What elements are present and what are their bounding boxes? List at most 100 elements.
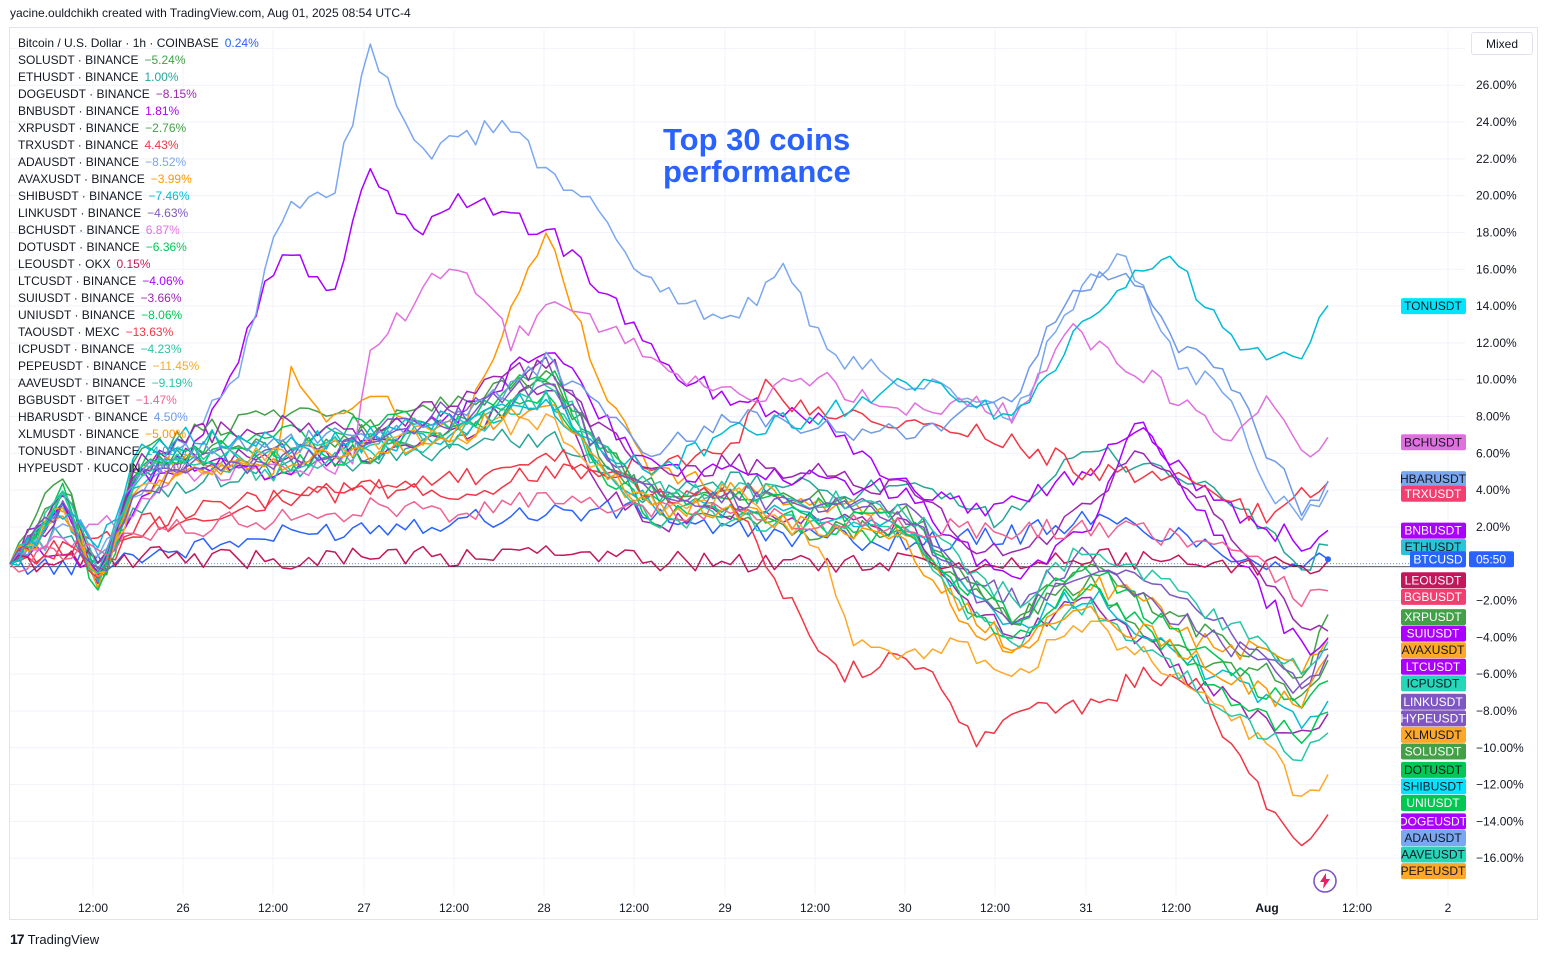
legend-item[interactable]: SUIUSDT · BINANCE −3.66% bbox=[18, 290, 259, 307]
legend-item-value: −13.63% bbox=[125, 325, 174, 339]
legend-item[interactable]: HBARUSDT · BINANCE 4.50% bbox=[18, 409, 259, 426]
legend-item-name: XRPUSDT · BINANCE bbox=[18, 121, 140, 135]
series-badge: ICPUSDT bbox=[1401, 675, 1466, 692]
legend-item[interactable]: LEOUSDT · OKX 0.15% bbox=[18, 256, 259, 273]
legend-item[interactable]: LINKUSDT · BINANCE −4.63% bbox=[18, 205, 259, 222]
legend-item-value: −8.06% bbox=[141, 308, 183, 322]
legend-item-value: 14.03% bbox=[145, 444, 187, 458]
y-tick-label: 8.00% bbox=[1476, 409, 1510, 423]
grid-layer bbox=[10, 30, 1465, 895]
legend-item[interactable]: UNIUSDT · BINANCE −8.06% bbox=[18, 307, 259, 324]
legend-item-value: −3.99% bbox=[150, 172, 192, 186]
legend-item[interactable]: TONUSDT · BINANCE 14.03% bbox=[18, 443, 259, 460]
legend-item[interactable]: DOGEUSDT · BINANCE −8.15% bbox=[18, 86, 259, 103]
legend-item[interactable]: AAVEUSDT · BINANCE −9.19% bbox=[18, 375, 259, 392]
y-tick-label: −16.00% bbox=[1476, 851, 1524, 865]
chart-title: Top 30 coins performance bbox=[663, 124, 851, 188]
series-badge-bg bbox=[1401, 794, 1466, 811]
legend-item-name: TRXUSDT · BINANCE bbox=[18, 138, 139, 152]
legend-item-value: 4.43% bbox=[144, 138, 179, 152]
series-badge-label: ADAUSDT bbox=[1404, 831, 1462, 845]
x-tick-label: 12:00 bbox=[1161, 901, 1191, 915]
series-badge: ADAUSDT bbox=[1401, 829, 1466, 846]
legend-item[interactable]: SOLUSDT · BINANCE −5.24% bbox=[18, 52, 259, 69]
legend-item[interactable]: BCHUSDT · BINANCE 6.87% bbox=[18, 222, 259, 239]
legend-item-value: −4.06% bbox=[142, 274, 184, 288]
legend-item[interactable]: TRXUSDT · BINANCE 4.43% bbox=[18, 137, 259, 154]
series-badge-label: ETHUSDT bbox=[1405, 540, 1462, 554]
series-badge: UNIUSDT bbox=[1401, 794, 1466, 811]
legend-item[interactable]: XLMUSDT · BINANCE −5.00% bbox=[18, 426, 259, 443]
series-badge: LTCUSDT bbox=[1401, 658, 1466, 675]
legend-item[interactable]: AVAXUSDT · BINANCE −3.99% bbox=[18, 171, 259, 188]
legend-item-name: SOLUSDT · BINANCE bbox=[18, 53, 139, 67]
legend-item[interactable]: SHIBUSDT · BINANCE −7.46% bbox=[18, 188, 259, 205]
footer-brand[interactable]: 17 TradingView bbox=[10, 931, 99, 947]
series-badge-label: ICPUSDT bbox=[1407, 676, 1460, 690]
series-badge: BGBUSDT bbox=[1401, 588, 1466, 605]
series-badge-bg bbox=[1401, 743, 1466, 760]
legend-item[interactable]: XRPUSDT · BINANCE −2.76% bbox=[18, 120, 259, 137]
series-line bbox=[9, 255, 1329, 565]
series-badge-bg bbox=[1401, 609, 1466, 626]
legend-item-value: 1.00% bbox=[144, 70, 179, 84]
series-line bbox=[9, 167, 1329, 578]
series-line bbox=[9, 378, 1329, 565]
y-tick-label: 6.00% bbox=[1476, 446, 1510, 460]
series-badge-bg bbox=[1401, 863, 1466, 880]
series-badge-label: SHIBUSDT bbox=[1403, 779, 1464, 793]
series-badge-label: DOGEUSDT bbox=[1399, 814, 1468, 828]
series-badge-bg bbox=[1401, 642, 1466, 659]
series-line bbox=[9, 43, 1329, 565]
series-badge-bg bbox=[1401, 625, 1466, 642]
series-badge-bg bbox=[1401, 298, 1466, 315]
series-line bbox=[9, 448, 1329, 847]
x-tick-label: 26 bbox=[176, 901, 190, 915]
legend-item-name: LEOUSDT · OKX bbox=[18, 257, 111, 271]
legend-item[interactable]: BGBUSDT · BITGET −1.47% bbox=[18, 392, 259, 409]
series-badge: TRXUSDT bbox=[1401, 485, 1466, 502]
x-tick-label: 29 bbox=[718, 901, 732, 915]
legend-item[interactable]: ICPUSDT · BINANCE −4.23% bbox=[18, 341, 259, 358]
legend-item[interactable]: BNBUSDT · BINANCE 1.81% bbox=[18, 103, 259, 120]
legend-item[interactable]: PEPEUSDT · BINANCE −11.45% bbox=[18, 358, 259, 375]
legend-item-name: Bitcoin / U.S. Dollar · 1h · COINBASE bbox=[18, 36, 219, 50]
series-badge-bg bbox=[1401, 522, 1466, 539]
x-tick-label: 12:00 bbox=[439, 901, 469, 915]
series-badge: XRPUSDT bbox=[1401, 609, 1466, 626]
legend-item[interactable]: DOTUSDT · BINANCE −6.36% bbox=[18, 239, 259, 256]
lightning-icon[interactable] bbox=[1312, 868, 1338, 894]
y-tick-label: 4.00% bbox=[1476, 483, 1510, 497]
x-tick-label: 12:00 bbox=[1342, 901, 1372, 915]
legend-item-name: DOGEUSDT · BINANCE bbox=[18, 87, 150, 101]
series-badge-bg bbox=[1401, 726, 1466, 743]
x-tick-label: 2 bbox=[1445, 901, 1452, 915]
legend-item[interactable]: HYPEUSDT · KUCOIN −4.94% bbox=[18, 460, 259, 477]
legend: Bitcoin / U.S. Dollar · 1h · COINBASE 0.2… bbox=[18, 35, 259, 477]
legend-item-name: TAOUSDT · MEXC bbox=[18, 325, 120, 339]
legend-item-name: BCHUSDT · BINANCE bbox=[18, 223, 140, 237]
series-badge-label: AAVEUSDT bbox=[1401, 848, 1465, 862]
credit-line: yacine.ouldchikh created with TradingVie… bbox=[10, 6, 411, 20]
legend-item-name: XLMUSDT · BINANCE bbox=[18, 427, 140, 441]
y-tick-label: 24.00% bbox=[1476, 115, 1517, 129]
x-tick-label: 30 bbox=[898, 901, 912, 915]
series-badge-label: PEPEUSDT bbox=[1401, 864, 1466, 878]
legend-item[interactable]: TAOUSDT · MEXC −13.63% bbox=[18, 324, 259, 341]
x-tick-label: 27 bbox=[357, 901, 371, 915]
series-badge: HYPEUSDT bbox=[1400, 710, 1466, 727]
legend-item[interactable]: ADAUSDT · BINANCE −8.52% bbox=[18, 154, 259, 171]
legend-item[interactable]: Bitcoin / U.S. Dollar · 1h · COINBASE 0.2… bbox=[18, 35, 259, 52]
legend-item[interactable]: ETHUSDT · BINANCE 1.00% bbox=[18, 69, 259, 86]
series-badge-label: TONUSDT bbox=[1404, 299, 1462, 313]
scale-mode-button[interactable]: Mixed bbox=[1471, 32, 1533, 55]
series-badge-bg bbox=[1401, 572, 1466, 589]
time-badge-label: 05:50 bbox=[1476, 552, 1506, 566]
series-line bbox=[9, 271, 1329, 565]
series-badge: DOTUSDT bbox=[1401, 761, 1466, 778]
series-badge-bg bbox=[1401, 471, 1466, 488]
legend-item[interactable]: LTCUSDT · BINANCE −4.06% bbox=[18, 273, 259, 290]
series-badge-label: LINKUSDT bbox=[1403, 695, 1463, 709]
